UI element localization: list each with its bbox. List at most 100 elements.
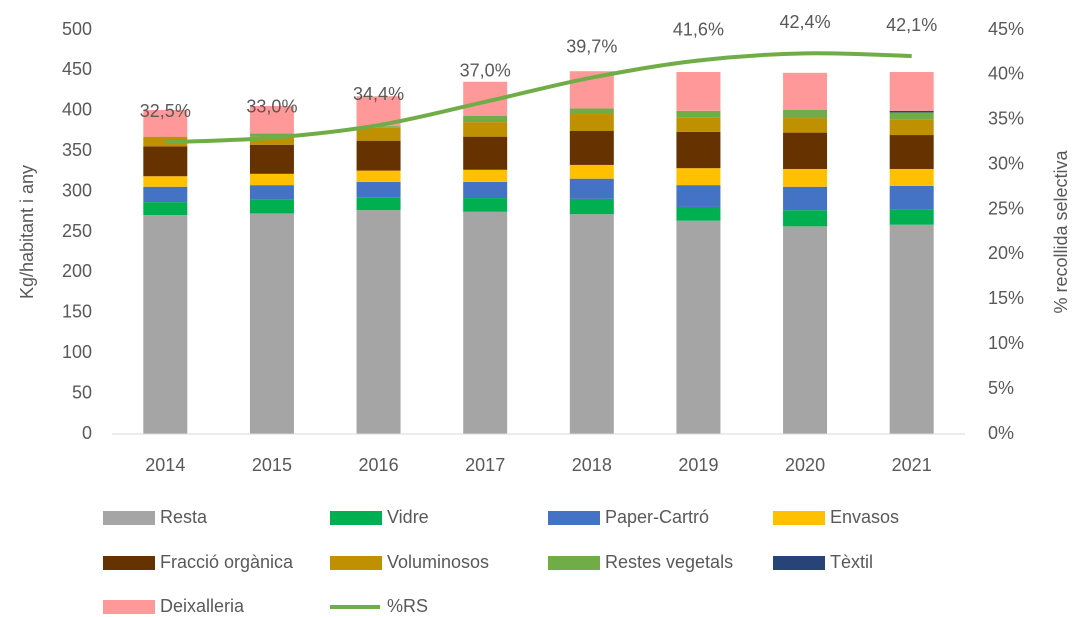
bar-segment xyxy=(783,109,828,119)
legend-label: Restes vegetals xyxy=(605,552,733,572)
bar-segment xyxy=(463,169,508,182)
bar-segment xyxy=(676,185,721,207)
bar-segment xyxy=(143,109,188,137)
bar-segment xyxy=(463,115,508,123)
bar-segment xyxy=(143,202,188,216)
legend-marker xyxy=(330,556,382,570)
bar-segment xyxy=(463,211,508,434)
bar-segment xyxy=(569,198,614,215)
legend-label: Envasos xyxy=(830,507,899,527)
bar-segment xyxy=(356,197,401,211)
data-label: 39,7% xyxy=(566,36,617,56)
bar-segment xyxy=(356,127,401,141)
legend-label: Voluminosos xyxy=(387,552,489,572)
data-label: 37,0% xyxy=(460,61,511,81)
bar-segment xyxy=(249,199,294,214)
x-tick-label: 2016 xyxy=(359,455,399,475)
legend-label: Tèxtil xyxy=(830,552,873,572)
bar-segment xyxy=(249,133,294,137)
bar-segment xyxy=(889,135,934,169)
legend-marker xyxy=(773,511,825,525)
y2-tick-label: 30% xyxy=(988,153,1024,173)
bar-segment xyxy=(676,206,721,221)
y-tick-label: 150 xyxy=(62,302,92,322)
bar-segment xyxy=(676,220,721,434)
legend-marker xyxy=(103,511,155,525)
y2-tick-label: 0% xyxy=(988,423,1014,443)
y2-axis-label: % recollida selectiva xyxy=(1051,149,1071,313)
bar-segment xyxy=(249,213,294,434)
y-tick-label: 200 xyxy=(62,261,92,281)
y2-tick-label: 45% xyxy=(988,19,1024,39)
bar-segment xyxy=(569,164,614,179)
x-tick-label: 2014 xyxy=(145,455,185,475)
legend-marker xyxy=(773,556,825,570)
bar-segment xyxy=(143,146,188,177)
y2-tick-label: 40% xyxy=(988,64,1024,84)
bar-segment xyxy=(783,118,828,133)
bar-segment xyxy=(783,132,828,169)
y2-tick-label: 5% xyxy=(988,378,1014,398)
bar-segment xyxy=(356,210,401,434)
bar-segment xyxy=(676,72,721,111)
y-tick-label: 350 xyxy=(62,140,92,160)
bar-segment xyxy=(463,181,508,199)
bar-segment xyxy=(889,185,934,210)
bar-segment xyxy=(249,144,294,174)
bar-segment xyxy=(783,186,828,211)
bar-segment xyxy=(783,72,828,110)
y-tick-label: 250 xyxy=(62,221,92,241)
bar-segment xyxy=(249,173,294,186)
bar-segment xyxy=(249,185,294,200)
bar-segment xyxy=(569,114,614,131)
y2-tick-label: 20% xyxy=(988,243,1024,263)
bar-segment xyxy=(783,226,828,434)
y2-tick-label: 25% xyxy=(988,198,1024,218)
data-label: 34,4% xyxy=(353,84,404,104)
y-tick-label: 450 xyxy=(62,59,92,79)
bar-segment xyxy=(889,110,934,113)
x-tick-label: 2018 xyxy=(572,455,612,475)
bar-segment xyxy=(889,224,934,434)
y2-tick-label: 35% xyxy=(988,109,1024,129)
bar-segment xyxy=(569,108,614,115)
bar-segment xyxy=(889,119,934,136)
x-tick-label: 2019 xyxy=(678,455,718,475)
x-tick-label: 2021 xyxy=(892,455,932,475)
bar-segment xyxy=(676,117,721,132)
y-tick-label: 300 xyxy=(62,180,92,200)
legend-label: Deixalleria xyxy=(160,596,245,616)
legend-label: Paper-Cartró xyxy=(605,507,709,527)
data-label: 42,4% xyxy=(780,12,831,32)
y-tick-label: 400 xyxy=(62,100,92,120)
bar-segment xyxy=(889,209,934,225)
y-tick-label: 50 xyxy=(72,382,92,402)
bar-segment xyxy=(569,214,614,434)
data-label: 32,5% xyxy=(140,101,191,121)
bar-segment xyxy=(143,186,188,203)
data-label: 41,6% xyxy=(673,19,724,39)
x-tick-label: 2020 xyxy=(785,455,825,475)
bar-segment xyxy=(463,198,508,212)
legend-label: %RS xyxy=(387,596,428,616)
legend-marker xyxy=(548,511,600,525)
y-axis-label: Kg/habitant i any xyxy=(17,165,37,299)
bar-segment xyxy=(143,215,188,434)
bar-segment xyxy=(676,131,721,169)
bar-segment xyxy=(783,210,828,227)
bar-segment xyxy=(889,168,934,186)
bar-segment xyxy=(889,112,934,120)
bar-segment xyxy=(463,136,508,170)
y2-tick-label: 15% xyxy=(988,288,1024,308)
legend-marker xyxy=(330,511,382,525)
legend-marker xyxy=(103,600,155,614)
bar-segment xyxy=(356,170,401,182)
legend-label: Vidre xyxy=(387,507,429,527)
legend-label: Fracció orgànica xyxy=(160,552,294,572)
bar-segment xyxy=(356,140,401,171)
bar-segment xyxy=(356,181,401,198)
y-tick-label: 500 xyxy=(62,19,92,39)
legend-marker xyxy=(548,556,600,570)
bar-segment xyxy=(889,72,934,111)
